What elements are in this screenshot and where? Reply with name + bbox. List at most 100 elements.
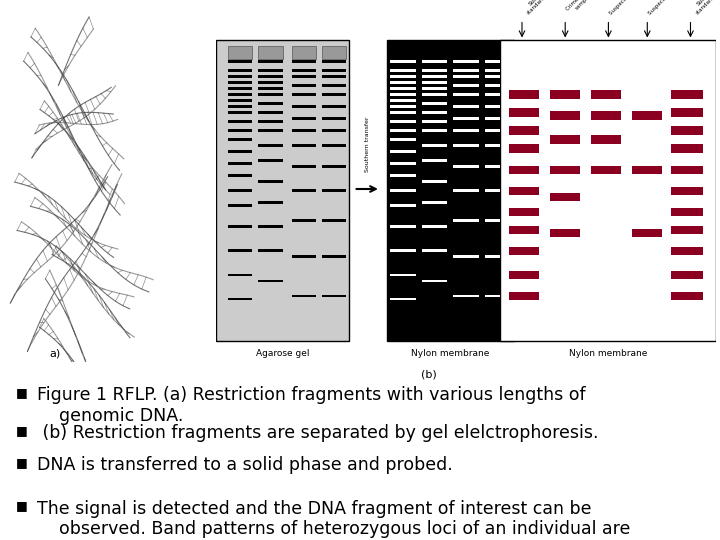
FancyBboxPatch shape [485, 129, 510, 132]
FancyBboxPatch shape [322, 93, 346, 96]
FancyBboxPatch shape [258, 144, 282, 147]
Text: Suspect 2: Suspect 2 [647, 0, 670, 16]
FancyBboxPatch shape [422, 87, 447, 90]
FancyBboxPatch shape [228, 105, 252, 108]
FancyBboxPatch shape [485, 93, 510, 96]
FancyBboxPatch shape [671, 247, 703, 255]
Text: Crime scene
sample: Crime scene sample [565, 0, 597, 16]
FancyBboxPatch shape [322, 60, 346, 63]
FancyBboxPatch shape [591, 166, 621, 174]
FancyBboxPatch shape [422, 60, 447, 63]
FancyBboxPatch shape [671, 271, 703, 279]
FancyBboxPatch shape [422, 75, 447, 78]
FancyBboxPatch shape [485, 117, 510, 120]
FancyBboxPatch shape [322, 84, 346, 87]
FancyBboxPatch shape [292, 75, 316, 78]
FancyBboxPatch shape [216, 40, 349, 341]
Text: (b): (b) [420, 370, 436, 380]
FancyBboxPatch shape [422, 93, 447, 96]
FancyBboxPatch shape [258, 81, 282, 84]
FancyBboxPatch shape [322, 295, 346, 298]
FancyBboxPatch shape [485, 105, 510, 108]
FancyBboxPatch shape [422, 225, 447, 228]
Text: ■: ■ [16, 386, 27, 399]
Text: (b) Restriction fragments are separated by gel elelctrophoresis.: (b) Restriction fragments are separated … [37, 424, 599, 442]
FancyBboxPatch shape [322, 105, 346, 108]
FancyBboxPatch shape [228, 93, 252, 96]
Text: Nylon membrane: Nylon membrane [570, 349, 647, 359]
FancyBboxPatch shape [550, 111, 580, 120]
FancyBboxPatch shape [228, 81, 252, 84]
FancyBboxPatch shape [292, 69, 316, 72]
FancyBboxPatch shape [292, 105, 316, 108]
FancyBboxPatch shape [292, 144, 316, 147]
FancyBboxPatch shape [228, 69, 252, 72]
FancyBboxPatch shape [632, 111, 662, 120]
FancyBboxPatch shape [422, 111, 447, 114]
Text: The signal is detected and the DNA fragment of interest can be
    observed. Ban: The signal is detected and the DNA fragm… [37, 500, 631, 540]
FancyBboxPatch shape [322, 46, 346, 59]
FancyBboxPatch shape [258, 69, 282, 72]
FancyBboxPatch shape [258, 249, 282, 252]
FancyBboxPatch shape [509, 145, 539, 153]
Text: ■: ■ [16, 424, 27, 437]
FancyBboxPatch shape [671, 90, 703, 99]
Text: Southern transfer: Southern transfer [365, 116, 369, 172]
FancyBboxPatch shape [509, 166, 539, 174]
FancyBboxPatch shape [454, 165, 479, 168]
FancyBboxPatch shape [390, 225, 415, 228]
FancyBboxPatch shape [500, 40, 716, 341]
FancyBboxPatch shape [632, 166, 662, 174]
FancyBboxPatch shape [509, 109, 539, 117]
Text: Nylon membrane: Nylon membrane [411, 349, 490, 359]
FancyBboxPatch shape [485, 255, 510, 258]
FancyBboxPatch shape [322, 144, 346, 147]
FancyBboxPatch shape [485, 144, 510, 147]
FancyBboxPatch shape [422, 180, 447, 183]
FancyBboxPatch shape [258, 87, 282, 90]
FancyBboxPatch shape [228, 298, 252, 300]
FancyBboxPatch shape [454, 129, 479, 132]
FancyBboxPatch shape [390, 93, 415, 96]
FancyBboxPatch shape [322, 129, 346, 132]
FancyBboxPatch shape [454, 190, 479, 192]
FancyBboxPatch shape [292, 93, 316, 96]
FancyBboxPatch shape [258, 280, 282, 282]
FancyBboxPatch shape [509, 292, 539, 300]
FancyBboxPatch shape [485, 190, 510, 192]
FancyBboxPatch shape [509, 126, 539, 135]
FancyBboxPatch shape [671, 126, 703, 135]
FancyBboxPatch shape [228, 190, 252, 192]
FancyBboxPatch shape [509, 247, 539, 255]
FancyBboxPatch shape [292, 117, 316, 120]
FancyBboxPatch shape [258, 60, 282, 63]
FancyBboxPatch shape [258, 225, 282, 228]
FancyBboxPatch shape [258, 93, 282, 96]
FancyBboxPatch shape [258, 201, 282, 204]
FancyBboxPatch shape [550, 136, 580, 144]
FancyBboxPatch shape [454, 117, 479, 120]
FancyBboxPatch shape [485, 69, 510, 72]
FancyBboxPatch shape [322, 255, 346, 258]
FancyBboxPatch shape [550, 193, 580, 201]
FancyBboxPatch shape [591, 111, 621, 120]
FancyBboxPatch shape [228, 111, 252, 114]
FancyBboxPatch shape [292, 190, 316, 192]
FancyBboxPatch shape [422, 144, 447, 147]
FancyBboxPatch shape [509, 207, 539, 216]
FancyBboxPatch shape [258, 129, 282, 132]
FancyBboxPatch shape [422, 81, 447, 84]
FancyBboxPatch shape [485, 295, 510, 298]
FancyBboxPatch shape [671, 109, 703, 117]
FancyBboxPatch shape [390, 87, 415, 90]
FancyBboxPatch shape [390, 120, 415, 123]
FancyBboxPatch shape [390, 190, 415, 192]
FancyBboxPatch shape [292, 219, 316, 222]
FancyBboxPatch shape [454, 219, 479, 222]
FancyBboxPatch shape [671, 226, 703, 234]
FancyBboxPatch shape [509, 90, 539, 99]
FancyBboxPatch shape [422, 201, 447, 204]
FancyBboxPatch shape [387, 40, 514, 341]
FancyBboxPatch shape [671, 292, 703, 300]
FancyBboxPatch shape [322, 190, 346, 192]
